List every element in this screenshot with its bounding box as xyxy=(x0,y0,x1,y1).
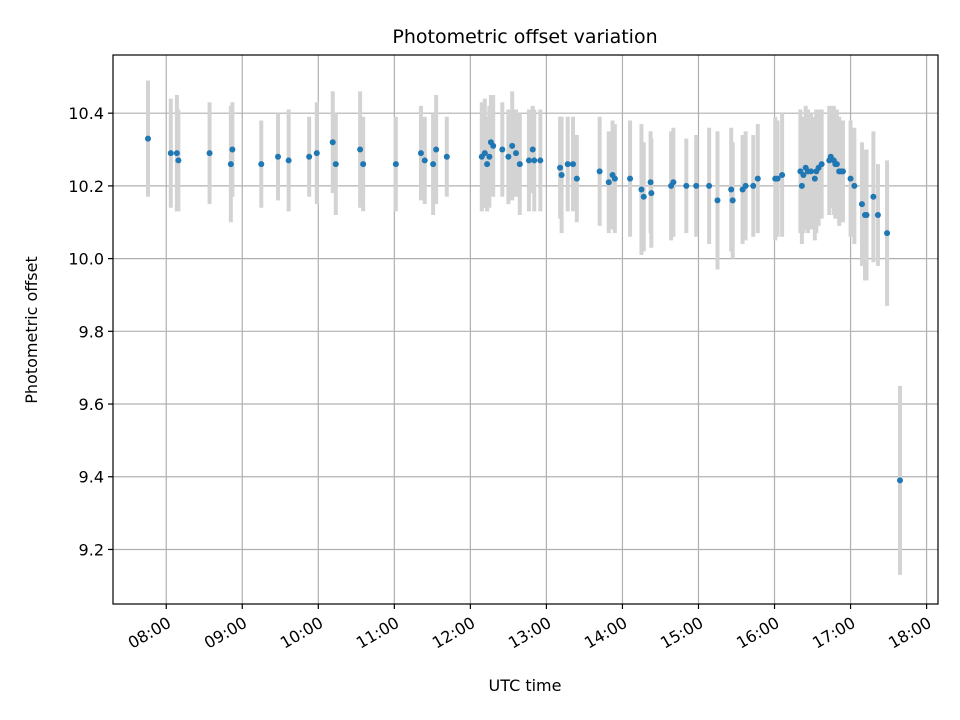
data-point xyxy=(313,150,320,157)
data-point xyxy=(874,211,881,218)
data-point xyxy=(509,142,516,149)
data-point xyxy=(742,182,749,189)
y-tick-label: 9.6 xyxy=(79,395,104,414)
data-point xyxy=(537,157,544,164)
data-point xyxy=(863,211,870,218)
data-point xyxy=(484,161,491,168)
y-axis-label: Photometric offset xyxy=(22,256,41,404)
data-point xyxy=(433,146,440,153)
data-point xyxy=(683,182,690,189)
data-point xyxy=(627,175,634,182)
y-tick-label: 10.0 xyxy=(68,250,104,269)
data-point xyxy=(175,157,182,164)
data-point xyxy=(798,182,805,189)
data-point xyxy=(714,197,721,204)
data-point xyxy=(332,161,339,168)
data-point xyxy=(512,150,519,157)
data-point xyxy=(750,182,757,189)
data-point xyxy=(227,161,234,168)
data-point xyxy=(693,182,700,189)
data-point xyxy=(884,230,891,237)
data-point xyxy=(306,153,313,160)
x-axis-label: UTC time xyxy=(489,676,562,695)
y-tick-label: 10.2 xyxy=(68,177,104,196)
data-point xyxy=(481,150,488,157)
data-point xyxy=(896,477,903,484)
data-point xyxy=(490,142,497,149)
data-point xyxy=(596,168,603,175)
data-point xyxy=(505,153,512,160)
plot-frame xyxy=(112,54,939,605)
data-point xyxy=(529,146,536,153)
data-point xyxy=(754,175,761,182)
data-point xyxy=(275,153,281,160)
data-point xyxy=(640,193,647,200)
data-point xyxy=(144,135,151,142)
data-point xyxy=(839,168,846,175)
data-point xyxy=(516,161,523,168)
data-point xyxy=(206,150,213,157)
data-point xyxy=(811,175,818,182)
data-point xyxy=(173,150,180,157)
data-point xyxy=(638,186,645,193)
point-layer xyxy=(144,135,903,484)
data-point xyxy=(486,153,493,160)
chart-title: Photometric offset variation xyxy=(392,26,657,48)
data-point xyxy=(167,150,174,157)
y-tick-label: 9.8 xyxy=(79,322,104,341)
data-point xyxy=(611,175,618,182)
data-point xyxy=(670,179,677,186)
data-point xyxy=(818,161,825,168)
data-point xyxy=(392,161,399,168)
data-point xyxy=(774,175,781,182)
data-point xyxy=(558,171,565,178)
y-tick-label: 10.4 xyxy=(68,104,104,123)
data-point xyxy=(258,161,265,168)
y-tick-label: 9.2 xyxy=(79,540,104,559)
data-point xyxy=(851,182,858,189)
data-point xyxy=(800,171,807,178)
data-point xyxy=(557,164,564,171)
data-point xyxy=(605,179,612,186)
data-point xyxy=(564,161,571,168)
data-point xyxy=(229,146,236,153)
data-point xyxy=(499,146,506,153)
data-point xyxy=(430,161,437,168)
data-point xyxy=(285,157,292,164)
data-point xyxy=(421,157,428,164)
y-tick-label: 9.4 xyxy=(79,468,104,487)
data-point xyxy=(729,197,736,204)
data-point xyxy=(706,182,713,189)
data-point xyxy=(417,150,424,157)
data-point xyxy=(858,201,865,208)
data-point xyxy=(847,175,854,182)
data-point xyxy=(531,157,538,164)
data-point xyxy=(570,161,577,168)
data-point xyxy=(728,186,735,193)
data-point xyxy=(647,179,654,186)
data-point xyxy=(357,146,364,153)
data-point xyxy=(870,193,877,200)
data-point xyxy=(648,190,655,197)
data-point xyxy=(525,157,532,164)
data-point xyxy=(443,153,450,160)
data-point xyxy=(833,161,840,168)
data-point xyxy=(573,175,580,182)
data-point xyxy=(779,171,786,178)
data-point xyxy=(329,139,336,146)
data-point xyxy=(808,168,815,175)
data-point xyxy=(360,161,367,168)
